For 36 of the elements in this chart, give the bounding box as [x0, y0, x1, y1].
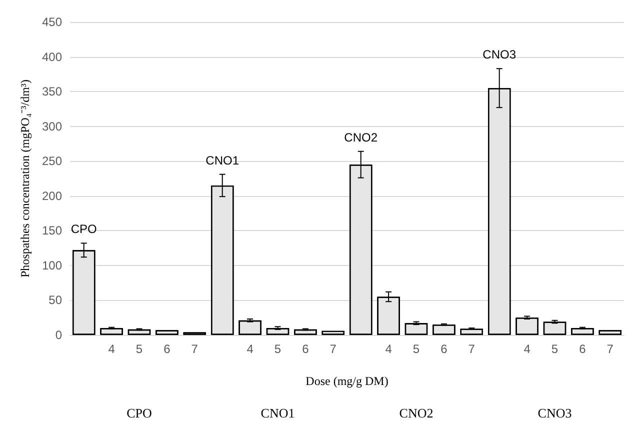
y-tick-label: 100 [42, 258, 62, 272]
x-tick-label: 7 [330, 342, 337, 356]
annotation: CPO [70, 222, 97, 236]
x-tick-label: 4 [108, 342, 116, 356]
y-tick-label: 150 [42, 224, 62, 238]
y-tick-label: 200 [42, 188, 62, 203]
x-axis-title: Dose (mg/g DM) [306, 374, 388, 388]
annotation: CNO2 [344, 130, 378, 144]
text: CPO [126, 406, 152, 420]
x-tick-label: 5 [136, 342, 143, 356]
y-tick-label: 400 [42, 50, 62, 64]
x-tick-label: 6 [164, 342, 171, 356]
annotation: CNO1 [206, 153, 240, 168]
x-tick-label: 5 [551, 342, 558, 356]
y-tick-label: 350 [42, 84, 62, 99]
x-tick-label: 5 [274, 342, 282, 356]
x-tick-label: 7 [606, 342, 614, 356]
annotation: CNO3 [482, 48, 516, 62]
y-axis-title: Phospathes concentration (mgPO₄⁻³/dm³) [18, 79, 32, 278]
x-tick-label: 6 [579, 342, 586, 356]
y-tick-label: 300 [42, 119, 62, 134]
y-tick-label: 250 [42, 154, 62, 168]
x-tick-label: 4 [385, 342, 392, 356]
x-tick-label: 5 [412, 342, 420, 356]
y-tick-label: 450 [42, 15, 62, 29]
x-tick-label: 7 [191, 342, 198, 356]
y-tick-label: 0 [55, 328, 62, 342]
text: CNO1 [260, 406, 295, 420]
text: CNO3 [538, 406, 572, 420]
x-tick-label: 6 [440, 342, 448, 356]
text: CNO2 [399, 406, 434, 420]
x-tick-label: 6 [302, 342, 310, 356]
y-tick-label: 50 [48, 293, 62, 308]
x-tick-label: 7 [468, 342, 476, 356]
x-tick-label: 4 [524, 342, 531, 356]
x-tick-label: 4 [246, 342, 254, 356]
